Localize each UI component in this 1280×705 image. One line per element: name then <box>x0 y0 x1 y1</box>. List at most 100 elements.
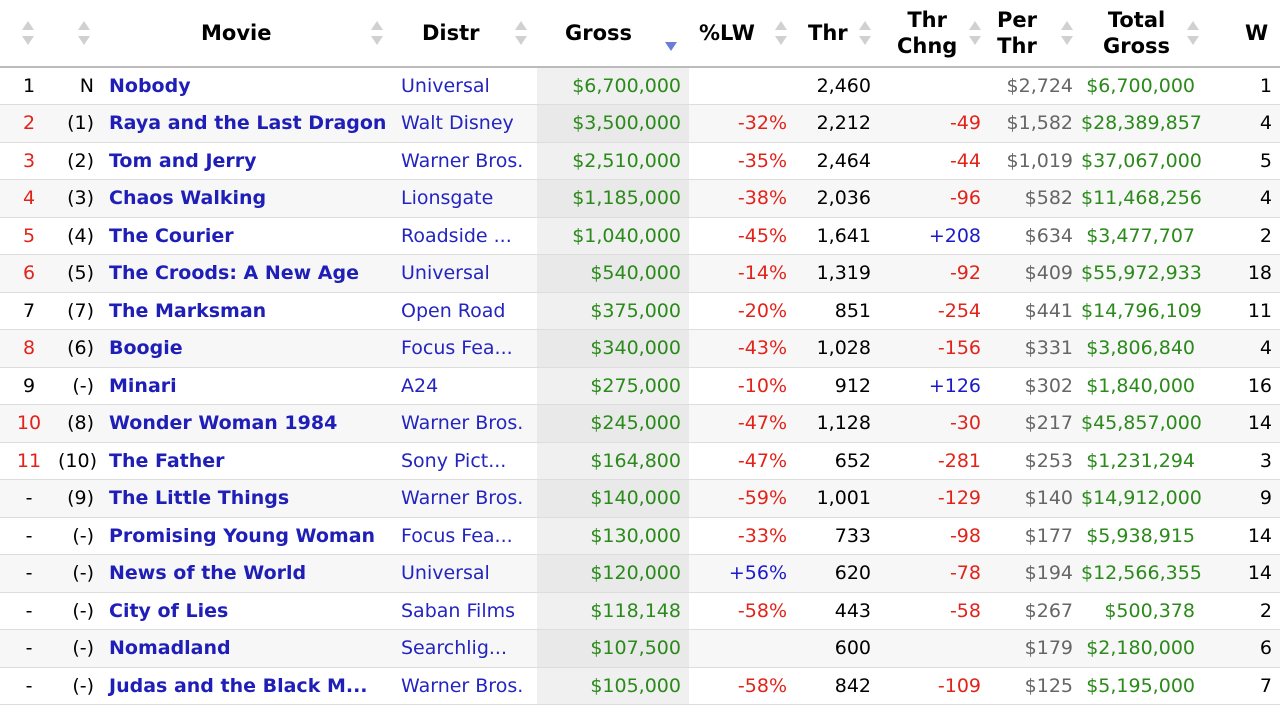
movie-title-link[interactable]: The Father <box>109 449 225 472</box>
movie-title-link[interactable]: Judas and the Black M... <box>109 674 368 697</box>
movie-title-link[interactable]: The Little Things <box>109 487 290 510</box>
total-gross-cell: $28,389,857 <box>1081 112 1202 135</box>
total-gross-cell: $1,840,000 <box>1086 374 1195 397</box>
table-row: - (-) City of Lies Saban Films $118,148 -58% 4… <box>0 592 1280 630</box>
distributor-link[interactable]: Focus Fea... <box>401 524 513 547</box>
distributor-link[interactable]: Warner Bros. <box>401 487 524 510</box>
distributor-link[interactable]: Searchlig... <box>401 637 508 660</box>
distributor-link[interactable]: Lionsgate <box>401 187 494 210</box>
movie-title-link[interactable]: City of Lies <box>109 599 229 622</box>
weeks-cell: 18 <box>1247 262 1272 285</box>
gross-cell: $140,000 <box>537 479 689 517</box>
distributor-link[interactable]: Warner Bros. <box>401 674 524 697</box>
last-rank-cell: (-) <box>72 562 94 585</box>
distributor-link[interactable]: Saban Films <box>401 599 515 622</box>
rank-cell: 5 <box>22 224 36 247</box>
percent-lw-cell: -14% <box>737 262 787 285</box>
col-header-rank[interactable] <box>0 0 58 68</box>
percent-lw-cell: -43% <box>737 337 787 360</box>
distributor-link[interactable]: Walt Disney <box>401 112 514 135</box>
col-header-thr-chng[interactable]: Thr Chng <box>883 0 989 68</box>
per-theater-cell: $267 <box>1024 599 1073 622</box>
col-header-last-rank[interactable] <box>58 0 103 68</box>
col-header-lw[interactable]: %LW <box>689 0 797 68</box>
theaters-cell: 851 <box>834 299 871 322</box>
rank-cell: 11 <box>16 449 42 472</box>
last-rank-cell: (-) <box>72 599 94 622</box>
table-row: 8 (6) Boogie Focus Fea... $340,000 -43% 1,028 -… <box>0 329 1280 367</box>
gross-cell: $2,510,000 <box>537 142 689 180</box>
theater-change-cell <box>883 630 989 668</box>
col-header-thr[interactable]: Thr <box>797 0 883 68</box>
theater-change-cell: -254 <box>937 299 981 322</box>
weeks-cell: 14 <box>1247 562 1272 585</box>
movie-title-link[interactable]: Boogie <box>109 337 183 360</box>
col-header-label: %LW <box>699 21 755 45</box>
movie-title-link[interactable]: Chaos Walking <box>109 187 267 210</box>
theater-change-cell: -44 <box>949 149 981 172</box>
distributor-link[interactable]: Sony Pict... <box>401 449 507 472</box>
distributor-link[interactable]: Universal <box>401 262 490 285</box>
rank-cell: 6 <box>22 262 36 285</box>
movie-title-link[interactable]: Nomadland <box>109 637 231 660</box>
header-row: Movie Distr Gross %LW Thr Thr Chng Per Thr… <box>0 0 1280 68</box>
gross-cell: $375,000 <box>537 292 689 330</box>
percent-lw-cell: -32% <box>737 112 787 135</box>
theaters-cell: 620 <box>834 562 871 585</box>
per-theater-cell: $140 <box>1024 487 1073 510</box>
table-row: 11 (10) The Father Sony Pict... $164,800 -47%… <box>0 442 1280 480</box>
movie-title-link[interactable]: The Marksman <box>109 299 267 322</box>
movie-title-link[interactable]: Minari <box>109 374 177 397</box>
theaters-cell: 1,319 <box>816 262 871 285</box>
percent-lw-cell: -45% <box>737 224 787 247</box>
col-header-movie[interactable]: Movie <box>103 0 391 68</box>
weeks-cell: 7 <box>1259 674 1272 697</box>
movie-title-link[interactable]: The Croods: A New Age <box>109 262 359 285</box>
movie-title-link[interactable]: Wonder Woman 1984 <box>109 412 338 435</box>
col-header-gross[interactable]: Gross <box>537 0 689 68</box>
rank-cell: 4 <box>22 187 36 210</box>
table-row: 7 (7) The Marksman Open Road $375,000 -20% 851… <box>0 292 1280 330</box>
movie-title-link[interactable]: Raya and the Last Dragon <box>109 112 387 135</box>
rank-cell: - <box>25 562 33 585</box>
percent-lw-cell: -59% <box>737 487 787 510</box>
movie-title-link[interactable]: News of the World <box>109 562 307 585</box>
movie-title-link[interactable]: Promising Young Woman <box>109 524 376 547</box>
distributor-link[interactable]: Open Road <box>401 299 506 322</box>
gross-cell: $340,000 <box>537 329 689 367</box>
table-row: 1 N Nobody Universal $6,700,000 2,460 $2,724 $6… <box>0 67 1280 105</box>
col-header-label-line1: Total <box>1107 8 1166 32</box>
col-header-total-gross[interactable]: Total Gross <box>1081 0 1205 68</box>
sort-icon <box>969 21 981 45</box>
distributor-link[interactable]: Universal <box>401 562 490 585</box>
movie-title-link[interactable]: Nobody <box>109 75 191 97</box>
distributor-link[interactable]: A24 <box>401 374 439 397</box>
col-header-distr[interactable]: Distr <box>391 0 537 68</box>
per-theater-cell: $217 <box>1024 412 1073 435</box>
distributor-link[interactable]: Roadside ... <box>401 224 512 247</box>
col-header-weeks[interactable]: W <box>1205 0 1280 68</box>
percent-lw-cell: -38% <box>737 187 787 210</box>
sort-icon <box>1187 21 1199 45</box>
last-rank-cell: (-) <box>72 637 94 660</box>
weeks-cell: 3 <box>1259 449 1272 472</box>
table-row: 5 (4) The Courier Roadside ... $1,040,000 -45… <box>0 217 1280 255</box>
movie-title-link[interactable]: The Courier <box>109 224 234 247</box>
total-gross-cell: $5,195,000 <box>1086 674 1195 697</box>
theaters-cell: 1,028 <box>816 337 871 360</box>
distributor-link[interactable]: Universal <box>401 75 490 97</box>
percent-lw-cell: +56% <box>728 562 787 585</box>
total-gross-cell: $11,468,256 <box>1081 187 1202 210</box>
distributor-link[interactable]: Warner Bros. <box>401 412 524 435</box>
movie-title-link[interactable]: Tom and Jerry <box>109 149 257 172</box>
distributor-link[interactable]: Focus Fea... <box>401 337 513 360</box>
per-theater-cell: $125 <box>1024 674 1073 697</box>
col-header-per-thr[interactable]: Per Thr <box>989 0 1081 68</box>
table-row: - (9) The Little Things Warner Bros. $140,00… <box>0 479 1280 517</box>
distributor-link[interactable]: Warner Bros. <box>401 149 524 172</box>
theater-change-cell: -78 <box>949 562 981 585</box>
theater-change-cell: -281 <box>937 449 981 472</box>
rank-cell: - <box>25 524 33 547</box>
per-theater-cell: $194 <box>1024 562 1073 585</box>
total-gross-cell: $2,180,000 <box>1086 637 1195 660</box>
